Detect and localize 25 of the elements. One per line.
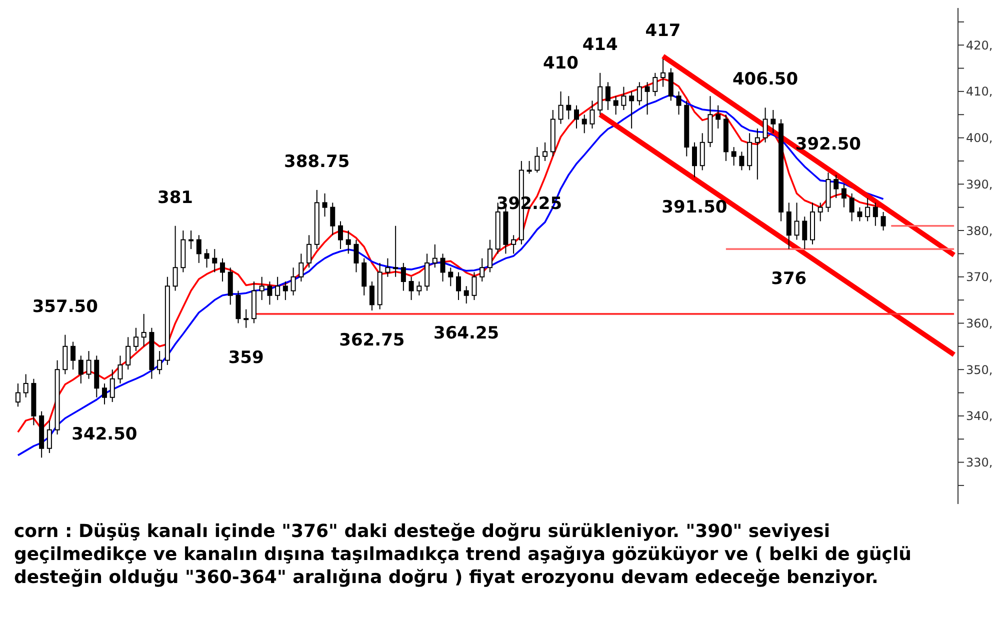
annotation: 357.50 <box>32 296 98 317</box>
annotation: 410 <box>542 53 579 74</box>
y-tick-label: 330, <box>966 456 993 470</box>
annotation: 406.50 <box>732 70 798 90</box>
annotation: 381 <box>158 188 194 208</box>
y-tick-label: 370, <box>966 270 993 284</box>
annotation: 364.25 <box>434 324 500 344</box>
y-tick-label: 420, <box>966 38 993 52</box>
y-tick-label: 400, <box>966 131 993 146</box>
y-tick-label: 340, <box>966 409 993 424</box>
annotation: 414 <box>582 34 618 55</box>
y-tick-label: 390, <box>966 177 993 192</box>
annotation: 342.50 <box>72 424 138 444</box>
annotation: 388.75 <box>284 152 350 172</box>
annotation: 376 <box>771 269 807 290</box>
annotation: 359 <box>228 348 264 368</box>
annotation: 417 <box>645 20 681 41</box>
y-tick-label: 350, <box>966 362 993 377</box>
annotation: 362.75 <box>339 330 405 351</box>
annotation: 391.50 <box>662 197 728 218</box>
y-tick-label: 410, <box>966 84 993 99</box>
text: corn : Düşüş kanalı içinde "376" daki desteğe doğru sürükleniyor. "390" seviyesi geçilmedikçe ve kanalın dışına taşılmadıkça trend aşağıya gözüküyor ve ( belki de güçlü desteğin olduğu "360-364" aralığına doğru ) fiyat erozyonu devam edeceğe benziyor. <box>14 520 912 589</box>
y-tick-label: 380, <box>966 224 993 238</box>
annotation: 392.50 <box>795 134 862 155</box>
y-tick-label: 360, <box>966 316 993 330</box>
